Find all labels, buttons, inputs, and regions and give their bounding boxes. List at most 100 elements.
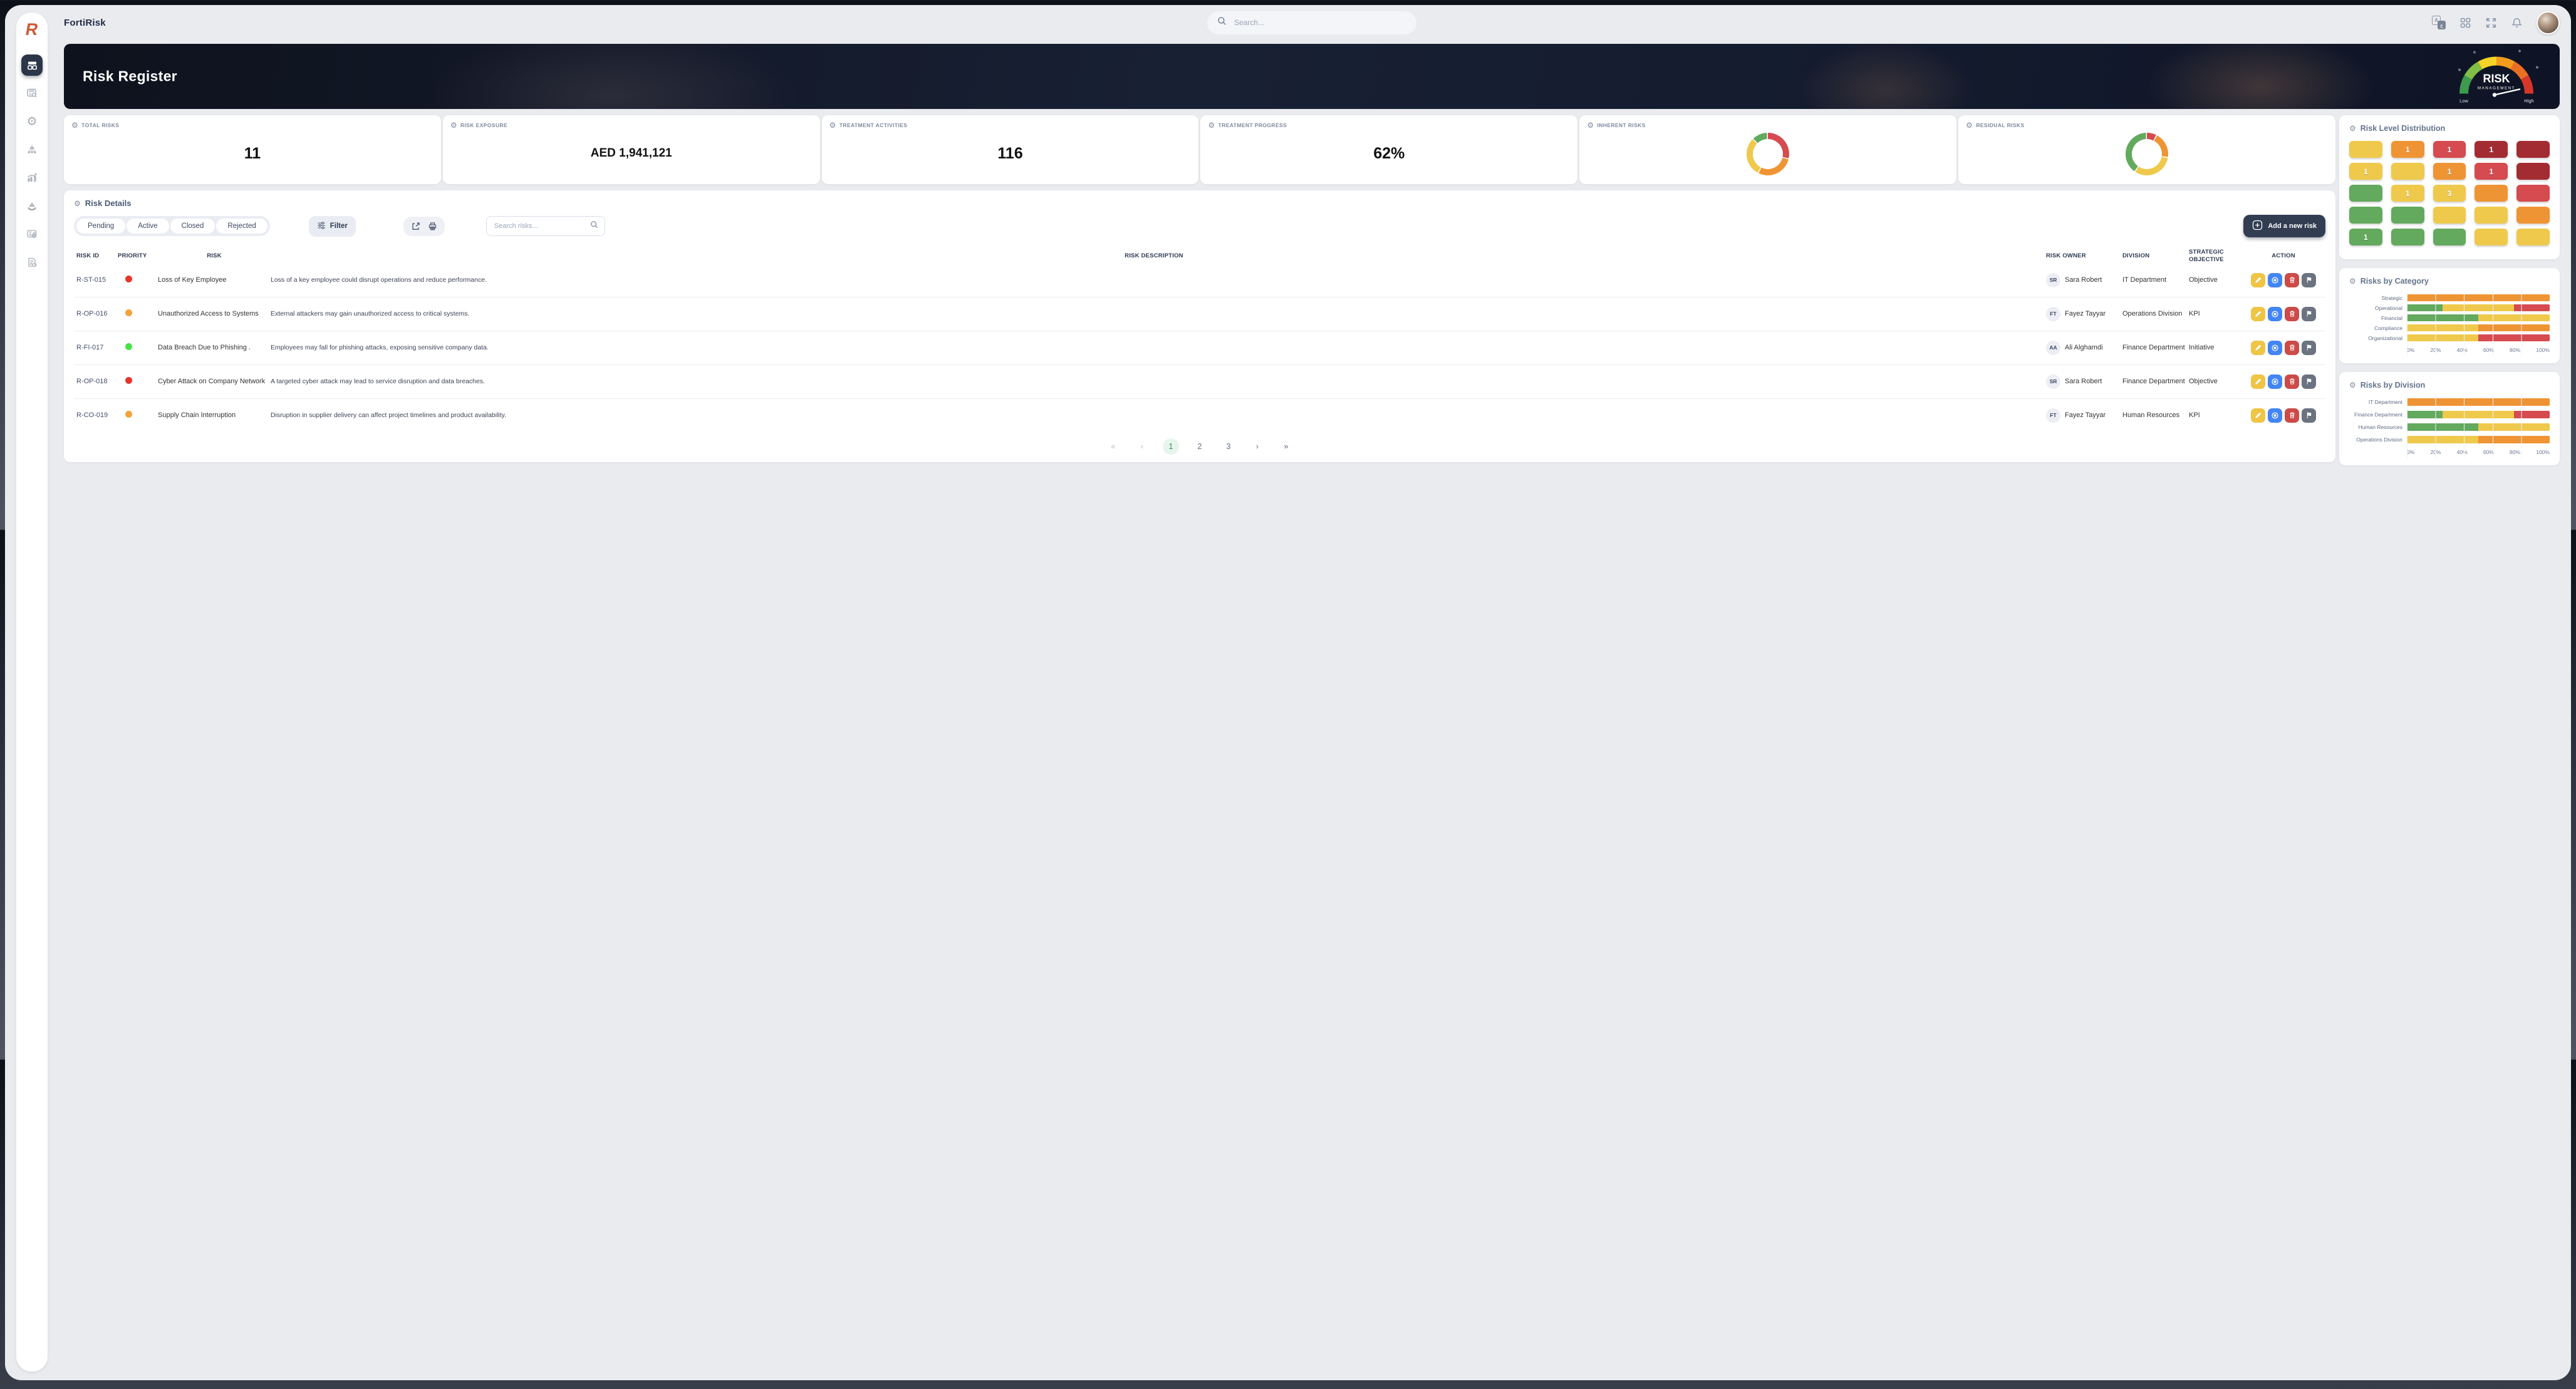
bar-row: Organizational <box>2349 334 2550 341</box>
topbar: FortiRisk Aع <box>64 5 2560 40</box>
sidebar: R ⚙ ! ! ! <box>16 13 48 1371</box>
apps-grid-icon[interactable] <box>2459 17 2471 29</box>
print-icon[interactable] <box>428 222 437 231</box>
risks-search[interactable] <box>486 216 605 236</box>
flag-risk-button[interactable] <box>2302 408 2316 423</box>
pagination-last[interactable]: » <box>1284 441 1289 451</box>
edit-risk-button[interactable] <box>2251 374 2265 389</box>
fullscreen-icon[interactable] <box>2485 17 2497 29</box>
flag-risk-button[interactable] <box>2302 340 2316 355</box>
heatmap-cell: 1 <box>2391 185 2424 202</box>
flag-risk-button[interactable] <box>2302 374 2316 389</box>
pagination-page-3[interactable]: 3 <box>1226 441 1231 451</box>
owner-avatar: FT <box>2046 306 2060 321</box>
view-risk-button[interactable] <box>2268 272 2282 287</box>
table-row: R-ST-015 Loss of Key Employee Loss of a ke… <box>74 264 2325 297</box>
sidebar-item-risk-register[interactable] <box>21 54 43 76</box>
flag-risk-button[interactable] <box>2302 272 2316 287</box>
sidebar-item-reports[interactable] <box>21 83 43 104</box>
search-input[interactable] <box>1233 18 1406 28</box>
column-header: RISK OWNER <box>2046 252 2086 260</box>
gauge-low-label: Low <box>2459 98 2468 104</box>
edit-risk-button[interactable] <box>2251 306 2265 321</box>
column-header: STRATEGIC OBJECTIVE <box>2189 249 2224 263</box>
row-actions <box>2244 306 2323 321</box>
column-header: RISK <box>207 252 222 260</box>
view-risk-button[interactable] <box>2268 374 2282 389</box>
tab-pending[interactable]: Pending <box>76 219 126 234</box>
delete-risk-button[interactable] <box>2285 306 2299 321</box>
global-search[interactable] <box>1207 11 1416 34</box>
svg-text:!: ! <box>31 147 33 150</box>
bar-label: Finance Department <box>2354 411 2402 418</box>
tab-closed[interactable]: Closed <box>170 219 216 234</box>
sidebar-item-settings[interactable]: ⚙ <box>21 111 43 132</box>
pagination-page-1[interactable]: 1 <box>1163 438 1179 455</box>
risks-by-division-chart: IT Department Finance Department Human Res… <box>2349 395 2550 458</box>
view-risk-button[interactable] <box>2268 340 2282 355</box>
risk-chart-icon: ! <box>26 172 38 183</box>
gear-icon: ⚙ <box>74 199 81 208</box>
risk-id: R-OP-016 <box>76 310 108 318</box>
heatmap-cell <box>2516 207 2550 224</box>
heatmap-cell: 1 <box>2433 141 2466 158</box>
division: Operations Division <box>2122 310 2183 318</box>
bar-row: IT Department <box>2349 398 2550 406</box>
axis-tick: 100% <box>2536 449 2550 455</box>
risk-description: A targeted cyber attack may lead to serv… <box>271 377 486 385</box>
heatmap-cell <box>2349 207 2382 224</box>
sidebar-item-risk-hierarchy[interactable]: ! <box>21 139 43 160</box>
fortirisk-logo-icon[interactable]: R <box>24 20 40 39</box>
delete-risk-button[interactable] <box>2285 340 2299 355</box>
axis-tick: 20% <box>2430 347 2441 353</box>
risks-search-input[interactable] <box>492 222 590 230</box>
table-tools <box>403 216 445 236</box>
sidebar-item-risk-treatment[interactable]: ! <box>21 195 43 217</box>
axis-tick: 40% <box>2456 449 2468 455</box>
filter-button[interactable]: Filter <box>308 215 356 237</box>
export-icon[interactable] <box>411 222 420 231</box>
edit-risk-button[interactable] <box>2251 408 2265 423</box>
axis-tick: 0% <box>2407 449 2415 455</box>
column-header: RISK ID <box>76 252 100 260</box>
table-row: R-OP-016 Unauthorized Access to Systems Ex… <box>74 296 2325 331</box>
add-new-risk-button[interactable]: Add a new risk <box>2243 215 2325 237</box>
pagination-first[interactable]: « <box>1111 441 1116 451</box>
total-risks-value: 11 <box>244 144 261 162</box>
pagination-prev[interactable]: ‹ <box>1140 441 1144 451</box>
tab-rejected[interactable]: Rejected <box>216 219 267 234</box>
tab-active[interactable]: Active <box>127 219 169 234</box>
notifications-bell-icon[interactable] <box>2511 17 2523 29</box>
brand-title: FortiRisk <box>64 17 106 28</box>
risk-id: R-CO-019 <box>76 411 108 420</box>
stacked-bar <box>2407 294 2550 301</box>
heatmap-cell: 3 <box>2433 185 2466 202</box>
delete-risk-button[interactable] <box>2285 272 2299 287</box>
risks-by-category-card: ⚙ Risks by Category Strategic Operational… <box>2339 268 2560 363</box>
edit-risk-button[interactable] <box>2251 340 2265 355</box>
risk-description: Employees may fall for phishing attacks,… <box>271 343 489 351</box>
treatment-activities-value: 116 <box>997 144 1023 162</box>
pagination-page-2[interactable]: 2 <box>1197 441 1202 451</box>
stacked-bar <box>2407 314 2550 321</box>
axis-tick: 60% <box>2483 449 2494 455</box>
user-avatar[interactable] <box>2537 11 2560 34</box>
edit-risk-button[interactable] <box>2251 272 2265 287</box>
view-risk-button[interactable] <box>2268 408 2282 423</box>
pagination-next[interactable]: › <box>1255 441 1259 451</box>
delete-risk-button[interactable] <box>2285 408 2299 423</box>
flag-risk-button[interactable] <box>2302 306 2316 321</box>
sidebar-item-risk-report[interactable] <box>21 252 43 273</box>
heatmap-cell <box>2391 229 2424 245</box>
view-risk-button[interactable] <box>2268 306 2282 321</box>
sidebar-item-analytics[interactable] <box>21 224 43 245</box>
delete-risk-button[interactable] <box>2285 374 2299 389</box>
bar-row: Finance Department <box>2349 411 2550 418</box>
heatmap-cell: 1 <box>2475 163 2508 180</box>
heatmap-cell <box>2433 207 2466 224</box>
sidebar-item-risk-analysis[interactable]: ! <box>21 167 43 188</box>
stacked-bar <box>2407 423 2550 431</box>
column-header: PRIORITY <box>118 252 147 260</box>
